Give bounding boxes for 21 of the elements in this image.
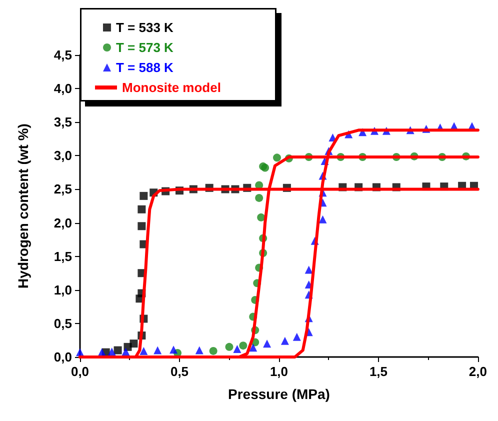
y-axis-title: Hydrogen content (wt %) <box>15 124 31 288</box>
y-tick-label: 4,5 <box>54 48 72 62</box>
legend-label: T = 588 K <box>116 60 174 75</box>
y-tick-label: 3,5 <box>54 114 72 130</box>
x-axis-title: Pressure (MPa) <box>228 386 330 402</box>
y-tick-label: 1,5 <box>54 248 72 264</box>
y-tick-label: 0,5 <box>54 316 72 331</box>
x-tick-label: 0,5 <box>170 364 189 379</box>
x-tick-label: 1,0 <box>270 364 288 379</box>
y-tick-label: 2,5 <box>54 182 72 197</box>
y-tick-label: 4,0 <box>54 81 72 96</box>
x-tick-label: 0,0 <box>70 364 90 379</box>
legend-label: T = 533 K <box>116 20 174 35</box>
y-tick-label: 0,0 <box>54 350 72 364</box>
x-tick-label: 2,0 <box>468 364 488 379</box>
y-tick-label: 3,0 <box>54 148 72 164</box>
y-tick-label: 1,0 <box>54 282 72 298</box>
legend-label: Monosite model <box>122 80 221 95</box>
legend-label: T = 573 K <box>116 40 174 55</box>
x-tick-label: 1,5 <box>369 364 388 379</box>
y-tick-label: 2,0 <box>54 215 72 230</box>
